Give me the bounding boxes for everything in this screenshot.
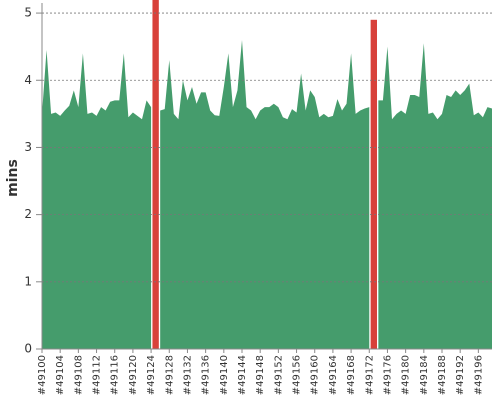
- x-tick-label: #49104: [55, 355, 66, 395]
- bar: [152, 0, 159, 349]
- x-tick-label: #49140: [219, 355, 230, 395]
- x-tick-label: #49196: [473, 355, 484, 395]
- y-tick-label: 3: [24, 140, 32, 154]
- x-tick-label: #49132: [182, 355, 193, 395]
- x-tick-label: #49184: [419, 355, 430, 395]
- x-tick-label: #49180: [401, 355, 412, 395]
- x-tick-label: #49100: [37, 355, 48, 395]
- y-tick-label: 0: [24, 342, 32, 356]
- bar: [370, 19, 377, 350]
- x-tick-label: #49188: [437, 355, 448, 395]
- x-tick-label: #49124: [146, 355, 157, 395]
- x-tick-label: #49156: [292, 355, 303, 395]
- x-tick-label: #49136: [201, 355, 212, 395]
- x-tick-label: #49160: [310, 355, 321, 395]
- x-tick-label: #49168: [346, 355, 357, 395]
- x-tick-label: #49148: [255, 355, 266, 395]
- x-tick-label: #49120: [128, 355, 139, 395]
- x-tick-label: #49144: [237, 355, 248, 395]
- y-tick-label: 1: [24, 274, 32, 288]
- y-tick-label: 5: [24, 6, 32, 20]
- plot-area: [42, 0, 492, 350]
- x-tick-label: #49112: [92, 355, 103, 395]
- y-axis-label: mins: [5, 159, 21, 197]
- x-tick-label: #49172: [364, 355, 375, 395]
- area: [160, 39, 370, 350]
- x-tick-label: #49116: [110, 355, 121, 395]
- x-tick-label: #49192: [455, 355, 466, 395]
- y-tick-label: 4: [24, 73, 32, 87]
- x-tick-label: #49108: [73, 355, 84, 395]
- area: [378, 43, 492, 350]
- x-tick-label: #49176: [382, 355, 393, 395]
- x-tick-label: #49152: [273, 355, 284, 395]
- x-tick-label: #49164: [328, 355, 339, 395]
- x-tick-label: #49128: [164, 355, 175, 395]
- area: [42, 50, 152, 350]
- y-tick-label: 2: [24, 207, 32, 221]
